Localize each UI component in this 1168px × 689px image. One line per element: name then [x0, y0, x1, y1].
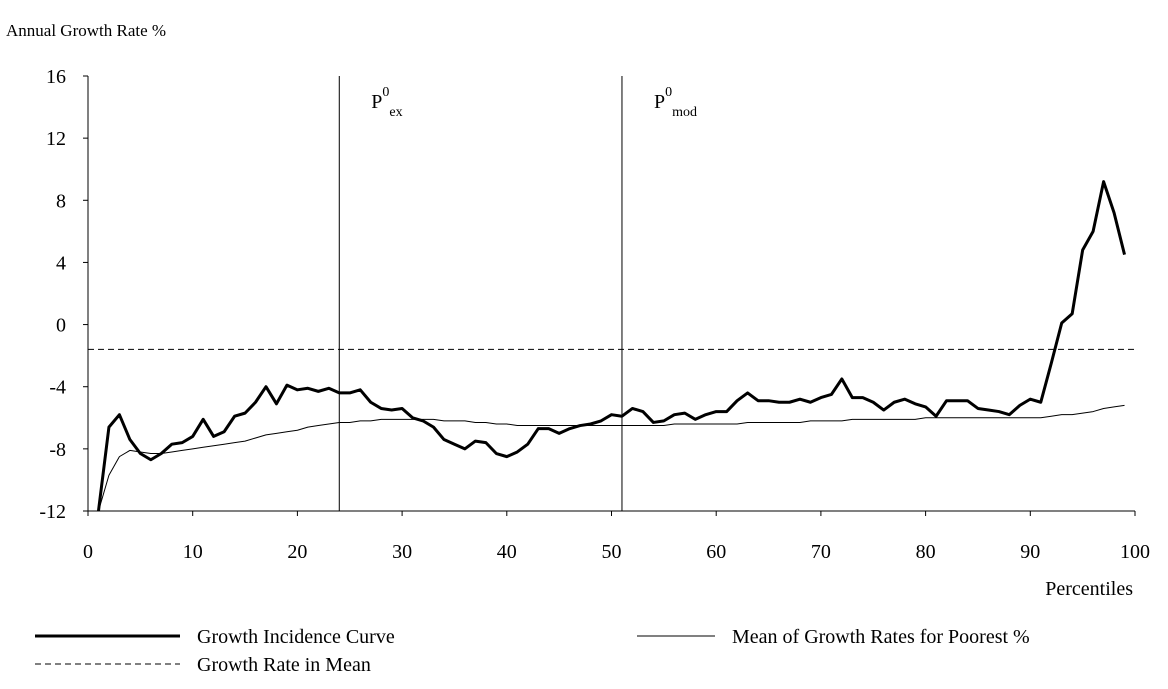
y-tick-label: -12 — [39, 501, 66, 523]
y-tick-label: -8 — [49, 439, 66, 461]
label-sup: 0 — [665, 85, 672, 100]
x-tick-label: 40 — [497, 541, 517, 563]
x-tick-label: 100 — [1120, 541, 1150, 563]
legend-label: Growth Incidence Curve — [197, 626, 395, 648]
x-tick-label: 90 — [1020, 541, 1040, 563]
legend-label: Mean of Growth Rates for Poorest % — [732, 626, 1030, 648]
label-base: P — [371, 91, 382, 113]
label-sub: ex — [389, 105, 402, 120]
label-base: P — [654, 91, 665, 113]
y-tick-label: -4 — [49, 377, 66, 399]
y-tick-label: 8 — [56, 190, 66, 212]
legend-label: Growth Rate in Mean — [197, 654, 371, 676]
poverty-line-label: P0mod — [654, 85, 697, 120]
x-tick-label: 80 — [916, 541, 936, 563]
series-line — [97, 404, 1125, 512]
y-tick-label: 16 — [46, 66, 66, 88]
x-tick-label: 10 — [183, 541, 203, 563]
x-tick-label: 70 — [811, 541, 831, 563]
label-sup: 0 — [382, 85, 389, 100]
x-tick-label: 0 — [83, 541, 93, 563]
poverty-line-label: P0ex — [371, 85, 402, 120]
y-tick-label: 12 — [46, 128, 66, 150]
y-tick-label: 4 — [56, 252, 66, 274]
label-sub: mod — [672, 105, 697, 120]
series-line — [96, 180, 1126, 512]
y-axis-title: Annual Growth Rate % — [6, 21, 166, 40]
x-axis-title: Percentiles — [1045, 578, 1133, 600]
x-tick-label: 50 — [602, 541, 622, 563]
x-tick-label: 60 — [706, 541, 726, 563]
x-tick-label: 30 — [392, 541, 412, 563]
y-tick-label: 0 — [56, 315, 66, 337]
x-tick-label: 20 — [287, 541, 307, 563]
